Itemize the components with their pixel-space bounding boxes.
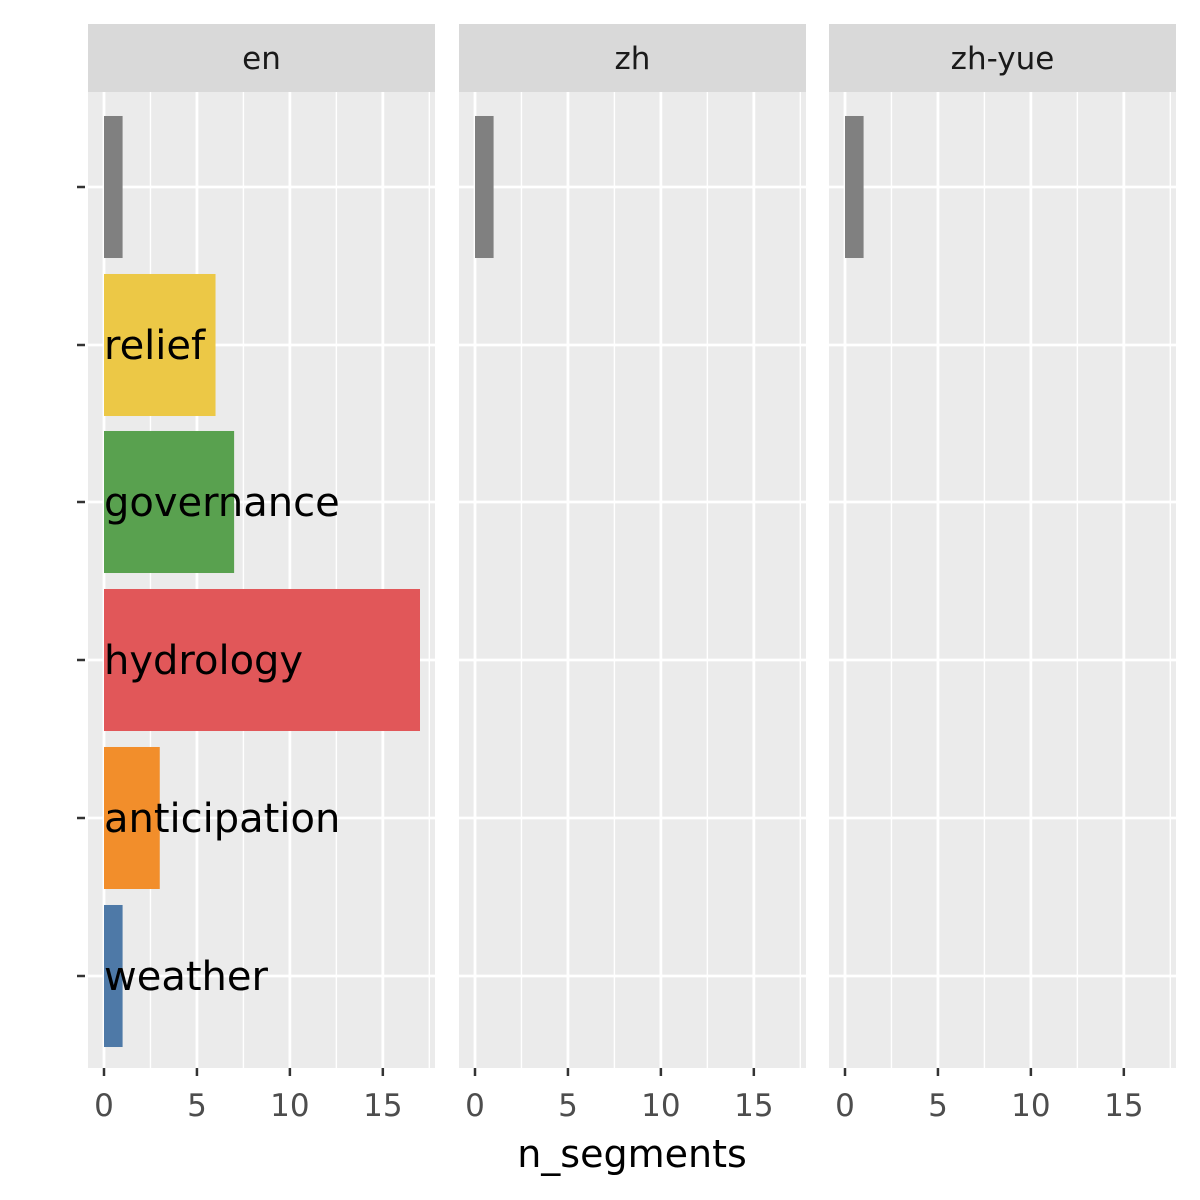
facet-strip-label: zh xyxy=(615,41,651,77)
facet-strip xyxy=(829,24,1176,92)
panel-background xyxy=(88,92,435,1068)
x-tick-label: 10 xyxy=(641,1088,680,1124)
facet-panels: en relief governance hydrology anticipation w… xyxy=(88,24,1176,1124)
bar-anticipation xyxy=(104,746,160,890)
bar-label-hydrology: hydrology xyxy=(104,638,303,684)
facet-strip xyxy=(88,24,435,92)
panel-background xyxy=(829,92,1176,1068)
x-tick-label: 5 xyxy=(558,1088,578,1124)
panel-background xyxy=(459,92,806,1068)
x-tick-label: 0 xyxy=(94,1088,114,1124)
x-tick-label: 15 xyxy=(1104,1088,1143,1124)
facet-panel-en: en relief governance hydrology anticipation w… xyxy=(88,24,435,1124)
facet-strip xyxy=(459,24,806,92)
bar-unlabeled xyxy=(475,115,494,259)
x-tick-label: 15 xyxy=(734,1088,773,1124)
x-axis-title: n_segments xyxy=(517,1132,747,1176)
bar-unlabeled xyxy=(104,115,123,259)
x-tick-label: 15 xyxy=(363,1088,402,1124)
x-tick-label: 5 xyxy=(928,1088,948,1124)
bar-label-governance: governance xyxy=(104,480,340,526)
facet-strip-label: zh-yue xyxy=(951,41,1055,77)
x-tick-label: 10 xyxy=(270,1088,309,1124)
facet-panel-zh: zh 0 5 10 15 xyxy=(459,24,806,1124)
bar-label-weather: weather xyxy=(104,954,268,1000)
bar-unlabeled xyxy=(845,115,864,259)
x-tick-label: 10 xyxy=(1011,1088,1050,1124)
bar-hydrology xyxy=(104,588,420,732)
bar-label-relief: relief xyxy=(104,323,206,369)
x-tick-label: 0 xyxy=(835,1088,855,1124)
bar-governance xyxy=(104,430,235,574)
facet-panel-zh-yue: zh-yue 0 5 10 15 xyxy=(829,24,1176,1124)
y-axis-ticks xyxy=(77,185,85,978)
bar-relief xyxy=(104,273,216,417)
x-tick-label: 5 xyxy=(187,1088,207,1124)
bar-weather xyxy=(104,904,123,1048)
bar-label-anticipation: anticipation xyxy=(104,796,340,842)
x-tick-label: 0 xyxy=(465,1088,485,1124)
facet-strip-label: en xyxy=(242,41,281,77)
